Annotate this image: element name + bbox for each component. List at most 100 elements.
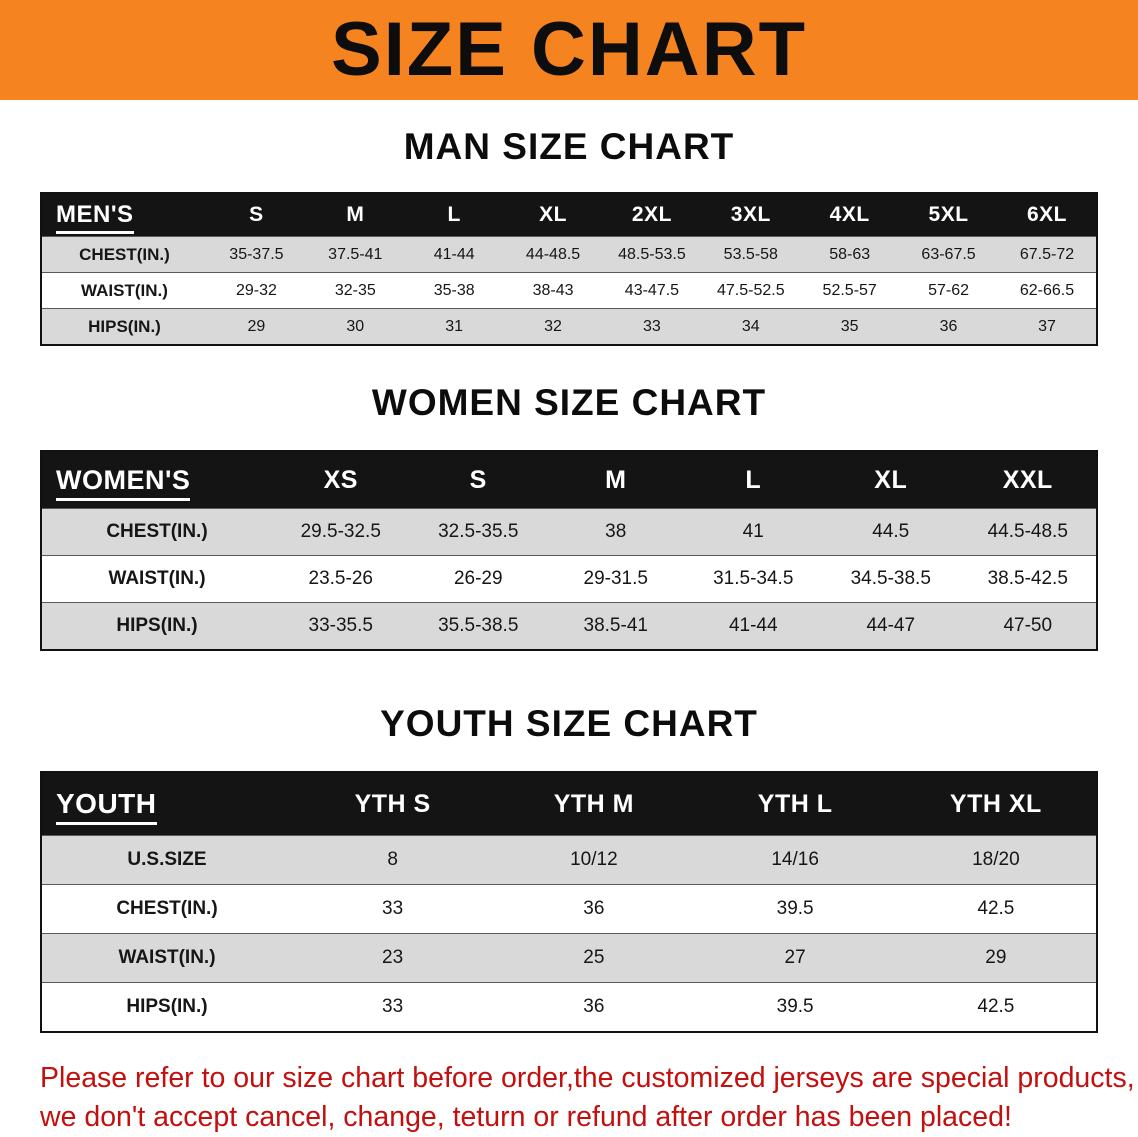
measurement-value: 37.5-41 bbox=[305, 236, 405, 273]
youth-size-chart-heading: YOUTH SIZE CHART bbox=[380, 703, 758, 744]
measurement-value: 27 bbox=[694, 933, 896, 983]
measurement-value: 41-44 bbox=[404, 236, 504, 273]
table-row: WAIST(IN.) 23.5-26 26-29 29-31.5 31.5-34.5 34… bbox=[41, 555, 1097, 603]
measurement-value: 53.5-58 bbox=[701, 236, 801, 273]
measurement-value: 44-48.5 bbox=[503, 236, 603, 273]
size-column-header: 3XL bbox=[701, 193, 801, 237]
size-column-header: YTH M bbox=[493, 772, 695, 836]
measurement-value: 62-66.5 bbox=[998, 272, 1097, 309]
measurement-value: 8 bbox=[292, 835, 494, 885]
size-column-header: YTH XL bbox=[895, 772, 1097, 836]
measurement-value: 57-62 bbox=[899, 272, 998, 309]
table-corner-label: WOMEN'S bbox=[41, 451, 272, 509]
measurement-value: 58-63 bbox=[800, 236, 900, 273]
measurement-value: 39.5 bbox=[694, 884, 896, 934]
measurement-value: 44-47 bbox=[822, 602, 960, 650]
measurement-value: 38.5-42.5 bbox=[959, 555, 1097, 603]
size-column-header: XL bbox=[822, 451, 960, 509]
measurement-value: 35.5-38.5 bbox=[409, 602, 547, 650]
measurement-value: 32 bbox=[503, 308, 603, 345]
measurement-value: 38.5-41 bbox=[547, 602, 685, 650]
size-column-header: 2XL bbox=[602, 193, 702, 237]
measurement-value: 52.5-57 bbox=[800, 272, 900, 309]
table-header-row: WOMEN'S XS S M L XL XXL bbox=[41, 451, 1097, 509]
measurement-value: 30 bbox=[305, 308, 405, 345]
size-column-header: S bbox=[207, 193, 306, 237]
size-column-header: M bbox=[305, 193, 405, 237]
size-column-header: M bbox=[547, 451, 685, 509]
measurement-label: HIPS(IN.) bbox=[41, 982, 292, 1032]
measurement-value: 36 bbox=[899, 308, 998, 345]
size-column-header: YTH L bbox=[694, 772, 896, 836]
measurement-value: 10/12 bbox=[493, 835, 695, 885]
measurement-label: HIPS(IN.) bbox=[41, 308, 207, 345]
measurement-value: 38 bbox=[547, 508, 685, 556]
measurement-value: 35-38 bbox=[404, 272, 504, 309]
size-column-header: 5XL bbox=[899, 193, 998, 237]
table-header-row: MEN'S S M L XL 2XL 3XL 4XL 5XL 6XL bbox=[41, 193, 1097, 237]
measurement-value: 63-67.5 bbox=[899, 236, 998, 273]
womens-size-table: WOMEN'S XS S M L XL XXL CHEST(IN.) 29.5-32.5 32.5… bbox=[40, 450, 1098, 651]
measurement-value: 29.5-32.5 bbox=[272, 508, 410, 556]
measurement-value: 36 bbox=[493, 884, 695, 934]
size-column-header: S bbox=[409, 451, 547, 509]
measurement-label: U.S.SIZE bbox=[41, 835, 292, 885]
table-row: HIPS(IN.) 33-35.5 35.5-38.5 38.5-41 41-44 44-… bbox=[41, 602, 1097, 650]
measurement-value: 47-50 bbox=[959, 602, 1097, 650]
measurement-value: 32.5-35.5 bbox=[409, 508, 547, 556]
measurement-value: 37 bbox=[998, 308, 1097, 345]
measurement-value: 41-44 bbox=[684, 602, 822, 650]
size-column-header: L bbox=[404, 193, 504, 237]
measurement-value: 31.5-34.5 bbox=[684, 555, 822, 603]
measurement-value: 29-31.5 bbox=[547, 555, 685, 603]
size-column-header: L bbox=[684, 451, 822, 509]
size-column-header: 6XL bbox=[998, 193, 1097, 237]
youth-size-table: YOUTH YTH S YTH M YTH L YTH XL U.S.SIZE 8 10/12… bbox=[40, 771, 1098, 1033]
measurement-value: 42.5 bbox=[895, 884, 1097, 934]
table-row: CHEST(IN.) 33 36 39.5 42.5 bbox=[41, 884, 1097, 934]
table-corner-label: YOUTH bbox=[41, 772, 292, 836]
measurement-value: 32-35 bbox=[305, 272, 405, 309]
size-column-header: XXL bbox=[959, 451, 1097, 509]
measurement-value: 34.5-38.5 bbox=[822, 555, 960, 603]
women-size-chart-heading: WOMEN SIZE CHART bbox=[371, 382, 767, 423]
measurement-value: 23 bbox=[292, 933, 494, 983]
measurement-value: 48.5-53.5 bbox=[602, 236, 702, 273]
measurement-label: HIPS(IN.) bbox=[41, 602, 272, 650]
measurement-value: 47.5-52.5 bbox=[701, 272, 801, 309]
table-row: U.S.SIZE 8 10/12 14/16 18/20 bbox=[41, 835, 1097, 885]
table-row: HIPS(IN.) 29 30 31 32 33 34 35 36 37 bbox=[41, 308, 1097, 345]
mens-size-table: MEN'S S M L XL 2XL 3XL 4XL 5XL 6XL CHEST(IN.) 35-37… bbox=[40, 192, 1098, 346]
measurement-value: 33-35.5 bbox=[272, 602, 410, 650]
measurement-value: 33 bbox=[292, 884, 494, 934]
page-title: SIZE CHART bbox=[331, 7, 807, 92]
size-column-header: 4XL bbox=[800, 193, 900, 237]
measurement-label: WAIST(IN.) bbox=[41, 933, 292, 983]
disclaimer-line-2: we don't accept cancel, change, teturn o… bbox=[40, 1100, 1012, 1133]
measurement-value: 33 bbox=[292, 982, 494, 1032]
measurement-value: 38-43 bbox=[503, 272, 603, 309]
size-column-header: YTH S bbox=[292, 772, 494, 836]
measurement-value: 44.5 bbox=[822, 508, 960, 556]
measurement-value: 23.5-26 bbox=[272, 555, 410, 603]
measurement-value: 39.5 bbox=[694, 982, 896, 1032]
disclaimer-line-1: Please refer to our size chart before or… bbox=[40, 1062, 1135, 1094]
measurement-value: 29-32 bbox=[207, 272, 306, 309]
measurement-value: 31 bbox=[404, 308, 504, 345]
measurement-label: CHEST(IN.) bbox=[41, 884, 292, 934]
table-row: CHEST(IN.) 35-37.5 37.5-41 41-44 44-48.5 48.5… bbox=[41, 236, 1097, 273]
size-chart-banner: SIZE CHART bbox=[0, 0, 1138, 100]
measurement-value: 67.5-72 bbox=[998, 236, 1097, 273]
measurement-value: 34 bbox=[701, 308, 801, 345]
measurement-value: 25 bbox=[493, 933, 695, 983]
man-size-chart-heading: MAN SIZE CHART bbox=[403, 126, 735, 167]
measurement-value: 43-47.5 bbox=[602, 272, 702, 309]
table-row: WAIST(IN.) 23 25 27 29 bbox=[41, 933, 1097, 983]
disclaimer-text: Please refer to our size chart before or… bbox=[40, 1059, 1138, 1137]
measurement-value: 33 bbox=[602, 308, 702, 345]
measurement-value: 29 bbox=[895, 933, 1097, 983]
measurement-value: 35 bbox=[800, 308, 900, 345]
measurement-value: 36 bbox=[493, 982, 695, 1032]
measurement-label: CHEST(IN.) bbox=[41, 508, 272, 556]
table-row: WAIST(IN.) 29-32 32-35 35-38 38-43 43-47.5 47.… bbox=[41, 272, 1097, 309]
